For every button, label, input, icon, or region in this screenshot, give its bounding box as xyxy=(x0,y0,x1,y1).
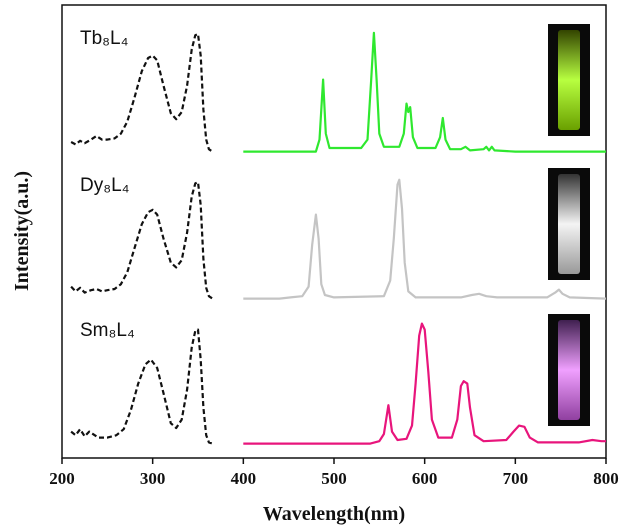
emission-line xyxy=(243,322,606,445)
panel-label: Tb₈L₄ xyxy=(80,28,129,49)
plot-frame xyxy=(61,4,607,459)
x-tick-label: 700 xyxy=(503,469,529,488)
emission-line xyxy=(243,178,607,300)
x-axis-label: Wavelength(nm) xyxy=(263,503,405,525)
vial-tb xyxy=(548,24,590,136)
excitation-line xyxy=(70,32,214,153)
x-tick-label: 400 xyxy=(231,469,257,488)
x-tick-label: 200 xyxy=(49,469,75,488)
panel-label: Sm₈L₄ xyxy=(80,320,135,341)
emission-line xyxy=(243,31,606,153)
excitation-line xyxy=(70,181,214,300)
x-tick-label: 800 xyxy=(593,469,619,488)
panel-label: Dy₈L₄ xyxy=(80,175,130,196)
y-axis-label: Intensity(a.u.) xyxy=(11,171,33,291)
x-tick-label: 500 xyxy=(321,469,347,488)
excitation-line xyxy=(70,328,213,445)
vial-dy xyxy=(548,168,590,280)
x-tick-label: 600 xyxy=(412,469,438,488)
x-tick-label: 300 xyxy=(140,469,166,488)
vial-sm xyxy=(548,314,590,426)
